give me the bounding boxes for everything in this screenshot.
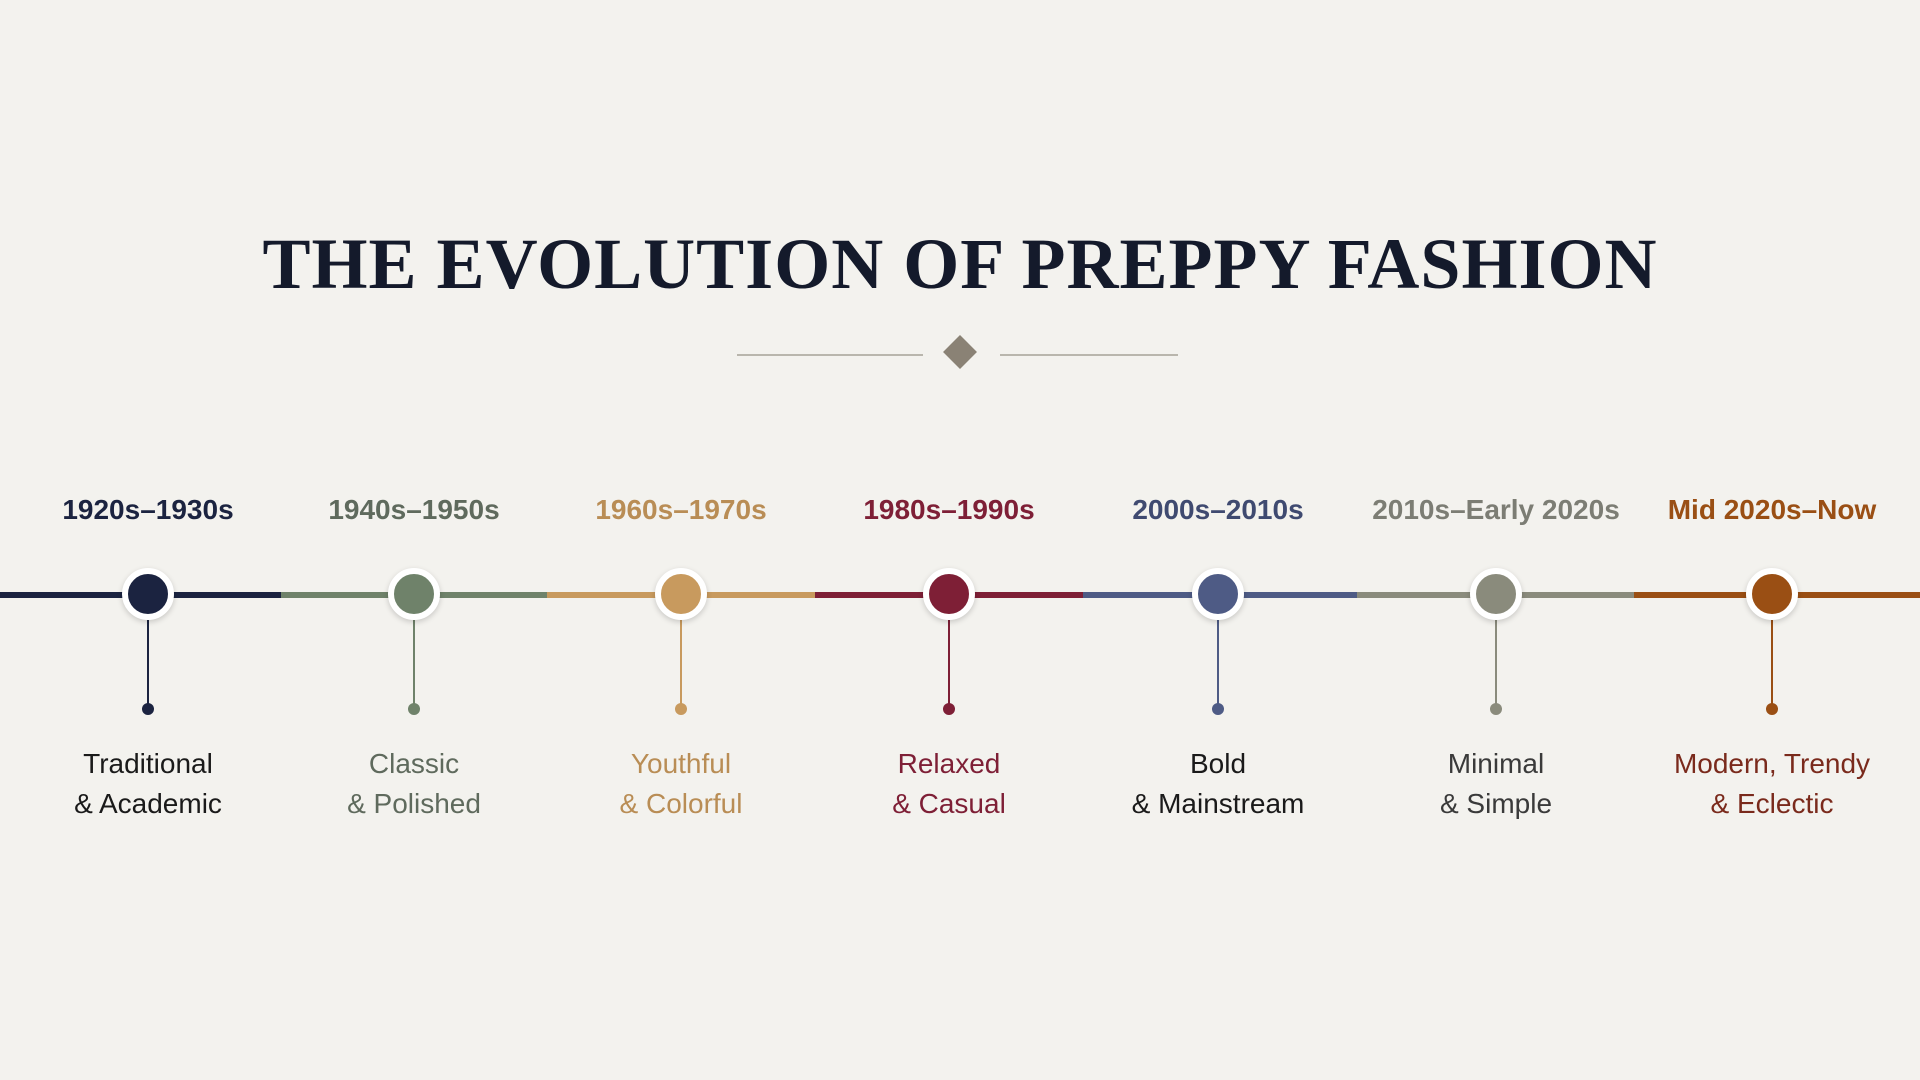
page-title: THE EVOLUTION OF PREPPY FASHION [262,224,1658,304]
timeline-node [1470,568,1522,620]
era-description-line2: & Simple [1439,788,1553,819]
era-label: 1920s–1930s [62,494,234,525]
diamond-icon [943,335,977,369]
era-description: Relaxed & Casual [799,744,1099,824]
divider-line-right [1000,354,1178,356]
era-description-line2: & Colorful [619,788,743,819]
era-description-line2: & Casual [892,788,1006,819]
era-description: Modern, Trendy & Eclectic [1622,744,1920,824]
era-label: 1960s–1970s [595,494,767,525]
era-description-line1: Traditional [83,748,213,779]
era-description-line1: Relaxed [897,748,1001,779]
stem-dot [1766,703,1778,715]
stem-dot [1490,703,1502,715]
era-description-line2: & Academic [74,788,222,819]
timeline-node [1746,568,1798,620]
timeline-stem [1495,620,1497,708]
stem-dot [142,703,154,715]
era-description: Traditional & Academic [0,744,298,824]
timeline-stem [948,620,950,708]
era-label: 1980s–1990s [863,494,1035,525]
timeline-node [923,568,975,620]
era-description-line1: Minimal [1447,748,1545,779]
timeline-stem [147,620,149,708]
timeline-node [1192,568,1244,620]
timeline-stem [1217,620,1219,708]
era-description-line1: Classic [368,748,460,779]
era-description-line2: & Eclectic [1710,788,1834,819]
era-description: Bold & Mainstream [1068,744,1368,824]
timeline-node [388,568,440,620]
era-description-line2: & Polished [347,788,481,819]
stem-dot [408,703,420,715]
era-description-line1: Bold [1189,748,1247,779]
timeline-node [122,568,174,620]
stem-dot [675,703,687,715]
timeline-stem [1771,620,1773,708]
stem-dot [943,703,955,715]
era-description: Youthful & Colorful [531,744,831,824]
era-label: 2000s–2010s [1132,494,1304,525]
timeline-stem [680,620,682,708]
era-description-line1: Youthful [630,748,732,779]
timeline-node [655,568,707,620]
era-description: Classic & Polished [264,744,564,824]
stem-dot [1212,703,1224,715]
era-label: 1940s–1950s [328,494,500,525]
era-label: 2010s–Early 2020s [1372,494,1620,525]
era-description: Minimal & Simple [1346,744,1646,824]
timeline-stem [413,620,415,708]
era-description-line1: Modern, Trendy [1673,748,1871,779]
divider-line-left [737,354,923,356]
era-label: Mid 2020s–Now [1667,494,1877,525]
era-description-line2: & Mainstream [1131,788,1305,819]
